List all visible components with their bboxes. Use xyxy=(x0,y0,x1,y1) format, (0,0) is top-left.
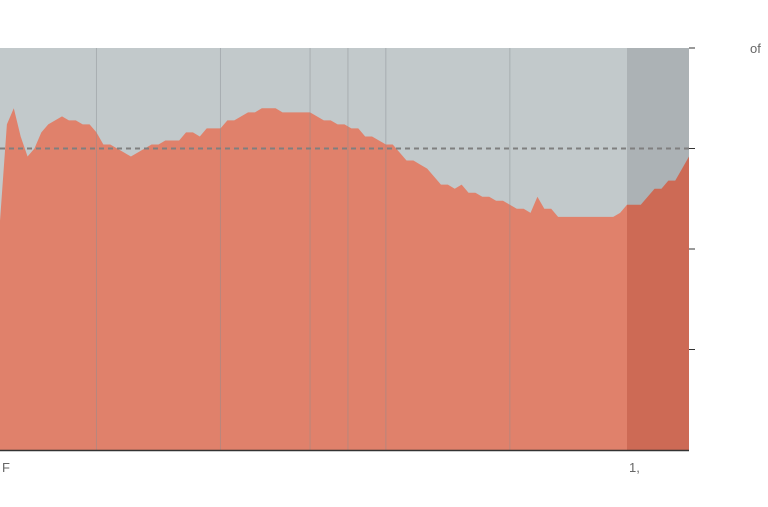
y-tick-label: of xyxy=(750,41,761,56)
plot-area xyxy=(0,48,689,452)
series-area-shaded xyxy=(626,156,689,450)
y-axis-ticks: of xyxy=(689,41,761,350)
series-area xyxy=(0,108,627,450)
x-tick-label: F xyxy=(2,460,10,475)
x-axis-ticks: F 1, xyxy=(2,460,640,475)
x-tick-label: 1, xyxy=(629,460,640,475)
